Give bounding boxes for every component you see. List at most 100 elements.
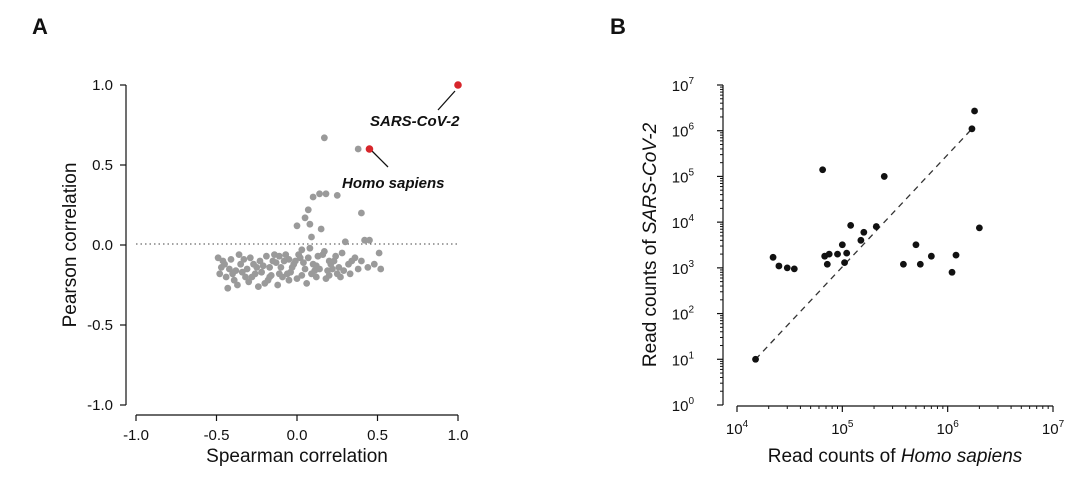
panel-b-x-tick-label: 106: [937, 419, 960, 438]
panel-b-data-point: [843, 249, 851, 257]
panel-a-data-point: [330, 257, 338, 265]
panel-a-data-point: [337, 273, 344, 281]
panel-a-data-point: [301, 214, 309, 222]
panel-a-data-point: [259, 262, 267, 270]
panel-a-data-point: [293, 222, 301, 230]
panel-a-data-point: [320, 134, 328, 142]
panel-b-y-tick-label: 100: [672, 396, 695, 415]
panel-a-data-point: [242, 273, 249, 281]
panel-a-data-point: [225, 265, 233, 273]
panel-a-data-point: [340, 267, 348, 274]
panel-a-data-point: [229, 270, 237, 278]
annotation-leader-sars: [437, 90, 456, 111]
panel-a-data-point: [230, 276, 238, 284]
panel-a-data-point: [246, 254, 254, 262]
panel-b-x-axis-label-species: Homo sapiens: [901, 446, 1023, 467]
panel-a-data-point: [335, 264, 343, 271]
panel-b-y-tick-label: 101: [672, 350, 695, 369]
panel-a-data-point: [266, 273, 274, 281]
panel-a-data-point: [285, 256, 293, 263]
panel-a-data-point: [304, 206, 312, 214]
panel-a-data-point: [364, 264, 372, 271]
panel-b-data-point: [900, 260, 907, 268]
panel-a-data-point: [314, 252, 322, 260]
panel-a-data-point: [312, 262, 320, 270]
panel-a-y-tick-label: 1.0: [92, 77, 113, 94]
panel-a-data-point: [341, 238, 349, 246]
panel-a-data-point: [282, 251, 290, 258]
panel-a-y-tick-label: -1.0: [87, 397, 113, 414]
panel-b-data-point: [857, 236, 865, 244]
panel-a-data-point: [333, 192, 341, 199]
panel-a-x-axis-label: Spearman correlation: [206, 446, 388, 467]
panel-a-data-point: [263, 252, 270, 260]
panel-b-x-tick-label: 105: [831, 419, 854, 438]
panel-a-data-point: [222, 273, 230, 281]
panel-a-data-point: [291, 257, 299, 265]
panel-b-data-point: [847, 221, 855, 229]
panel-b-y-axis-label-prefix: Read counts of: [640, 234, 661, 367]
panel-a-data-point: [277, 264, 285, 271]
panel-a-data-point: [295, 251, 303, 258]
panel-b-data-point: [971, 107, 978, 115]
panel-b-y-axis-label-species: SARS-CoV-2: [640, 122, 661, 234]
panel-b-data-point: [948, 268, 956, 276]
annotation-sars-cov-2: SARS-CoV-2: [370, 113, 460, 130]
panel-a-data-point: [237, 260, 245, 268]
panel-a-x-tick-label: 0.0: [287, 427, 308, 444]
panel-b-data-point: [838, 241, 846, 249]
panel-a-x-tick-label: 0.5: [367, 427, 388, 444]
panel-a-data-point: [306, 220, 314, 228]
panel-b-data-point: [872, 223, 880, 230]
panel-a-data-point: [269, 257, 277, 265]
panel-b-label: B: [610, 14, 626, 39]
panel-a-data-point: [279, 273, 286, 281]
panel-a-data-point: [308, 233, 315, 241]
panel-b-dashed-fit-line: [755, 128, 973, 360]
panel-a-data-point: [300, 259, 307, 266]
panel-b-data-point: [823, 260, 831, 268]
panel-b-y-tick-label: 105: [672, 167, 695, 186]
panel-a-data-point: [377, 265, 385, 273]
panel-b-data-point: [752, 355, 759, 363]
panel-a-data-point: [316, 190, 323, 198]
panel-a-data-point: [248, 273, 256, 281]
panel-b-y-tick-label: 106: [672, 122, 695, 141]
panel-a-data-point: [354, 265, 362, 273]
panel-b-y-tick-label: 104: [672, 213, 695, 232]
panel-a-data-point: [312, 273, 320, 281]
panel-a-data-point: [308, 270, 315, 278]
annotation-leader-homo: [371, 150, 389, 168]
highlight-point-homo-sapiens: [365, 145, 374, 153]
panel-a-data-point: [234, 281, 241, 289]
panel-a-data-point: [293, 275, 301, 282]
panel-a-data-point: [298, 246, 306, 254]
panel-b-y-tick-label: 103: [672, 259, 695, 278]
panel-a-data-point: [253, 264, 261, 271]
panel-a-y-tick-label: 0.5: [92, 157, 113, 174]
panel-a-data-point: [304, 254, 312, 262]
panel-a-data-point: [325, 272, 333, 279]
panel-b-x-tick-label: 104: [726, 419, 749, 438]
panel-a-label: A: [32, 14, 48, 39]
panel-a-data-point: [219, 257, 227, 265]
panel-a-y-axis-label: Pearson correlation: [60, 163, 81, 328]
annotation-homo-sapiens: Homo sapiens: [342, 175, 445, 192]
panel-a-x-tick-label: 1.0: [448, 427, 469, 444]
panel-b-y-tick-label: 107: [672, 76, 695, 95]
panel-a-data-point: [370, 260, 378, 268]
panel-a-data-point: [348, 257, 356, 265]
panel-b-data-point: [927, 252, 935, 260]
panel-b-data-point: [952, 251, 960, 259]
panel-b-data-point: [775, 262, 783, 270]
panel-b-data-point: [860, 228, 868, 236]
panel-a-data-point: [288, 264, 296, 271]
panel-a-data-point: [361, 236, 369, 244]
panel-a-data-point: [258, 268, 265, 276]
panel-b-data-point: [975, 224, 983, 232]
highlight-point-sars-cov-2: [454, 81, 462, 89]
panel-a-data-point: [227, 256, 235, 263]
panel-a-data-point: [254, 283, 262, 290]
panel-a-y-tick-label: -0.5: [87, 317, 113, 334]
